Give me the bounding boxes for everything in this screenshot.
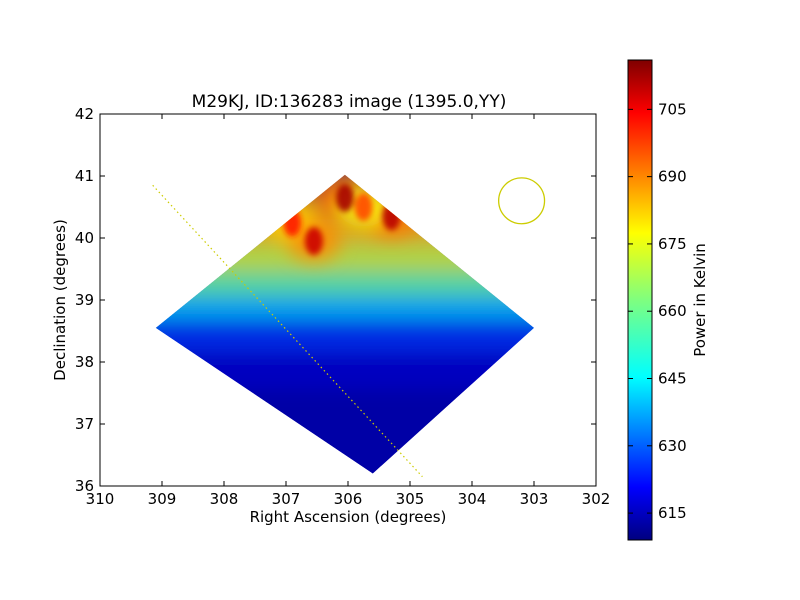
galactic-plane-line <box>152 184 423 478</box>
hotspot-core <box>354 193 373 221</box>
y-tick-label: 39 <box>75 291 94 309</box>
colorbar-tick-label: 675 <box>658 235 687 253</box>
colorbar-tick-label: 690 <box>658 168 687 186</box>
colorbar-ticks: 615 630 645 660 675 690 705 <box>628 100 687 522</box>
y-tick-label: 38 <box>75 353 94 371</box>
x-tick-label: 309 <box>148 490 177 508</box>
x-tick-label: 306 <box>334 490 363 508</box>
x-tick-label: 308 <box>210 490 239 508</box>
x-tick-label: 303 <box>520 490 549 508</box>
colorbar-tick-label: 645 <box>658 370 687 388</box>
y-tick-label: 41 <box>75 167 94 185</box>
hotspot-core <box>283 208 302 237</box>
heatmap-image <box>155 174 535 474</box>
colorbar <box>627 59 653 541</box>
x-axis-label: Right Ascension (degrees) <box>250 508 447 526</box>
x-tick-label: 305 <box>396 490 425 508</box>
y-axis: 36 37 38 39 40 41 42 <box>75 105 596 495</box>
hotspot-core <box>304 227 323 256</box>
x-tick-label: 304 <box>458 490 487 508</box>
x-tick-label: 307 <box>272 490 301 508</box>
x-tick-label: 310 <box>86 490 115 508</box>
colorbar-label: Power in Kelvin <box>691 243 709 357</box>
y-tick-label: 37 <box>75 415 94 433</box>
chart-title: M29KJ, ID:136283 image (1395.0,YY) <box>192 92 507 112</box>
overlay-layer <box>152 177 546 478</box>
hotspot-core <box>382 202 401 231</box>
heatmap-footprint <box>155 174 535 474</box>
beam-circle <box>498 177 546 225</box>
x-tick-label: 302 <box>582 490 611 508</box>
y-tick-label: 36 <box>75 477 94 495</box>
y-tick-label: 42 <box>75 105 94 123</box>
y-axis-label: Declination (degrees) <box>51 219 69 381</box>
colorbar-tick-label: 615 <box>658 504 687 522</box>
colorbar-tick-label: 630 <box>658 437 687 455</box>
heatmap-hotspot-cores <box>283 183 401 256</box>
hotspot-core <box>335 183 354 212</box>
x-axis: 310 309 308 307 306 305 304 303 302 <box>86 114 611 508</box>
y-tick-label: 40 <box>75 229 94 247</box>
colorbar-tick-label: 660 <box>658 302 687 320</box>
colorbar-tick-label: 705 <box>658 100 687 118</box>
